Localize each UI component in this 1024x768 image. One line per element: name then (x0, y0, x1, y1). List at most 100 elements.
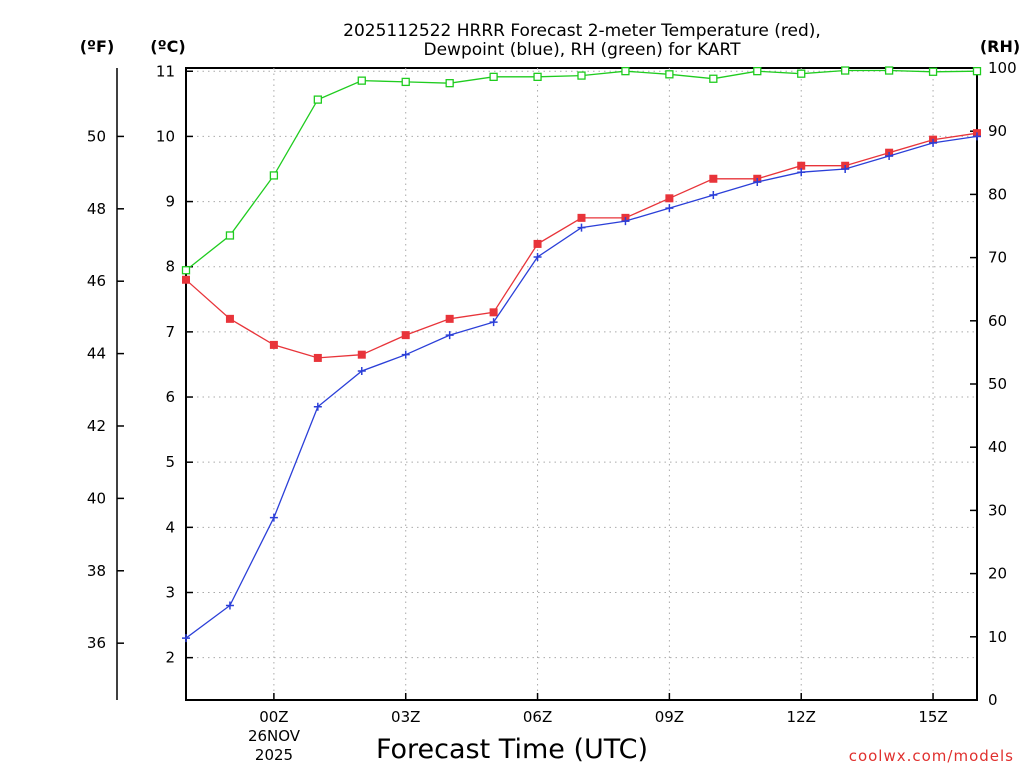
rh-tick-label-10: 10 (988, 628, 1007, 646)
dewpoint-series (182, 132, 981, 643)
temperature-point-3 (313, 353, 322, 362)
temperature-line (185, 132, 978, 359)
rh-tick-label-100: 100 (988, 59, 1017, 77)
rh-tick-label-90: 90 (988, 122, 1007, 140)
x-tick-label-15Z: 15Z (918, 708, 947, 726)
series-layer (181, 66, 982, 643)
rh-point-12 (709, 74, 718, 83)
rh-axis: 0 10 20 30 40 50 60 70 80 90 100 (970, 59, 1017, 709)
x-tick-label-12Z: 12Z (787, 708, 816, 726)
rh-point-14 (797, 69, 806, 78)
rh-point-4 (357, 76, 366, 85)
dewpoint-point-1 (225, 601, 234, 610)
rh-point-10 (621, 67, 630, 76)
rh-series (181, 66, 982, 275)
celsius-tick-label-10: 10 (156, 127, 175, 145)
x-axis-title: Forecast Time (UTC) (376, 734, 648, 765)
temperature-point-5 (401, 331, 410, 340)
x-axis: 00Z 03Z 06Z 09Z 12Z 15Z (259, 693, 948, 726)
x-date-line-2: 2025 (255, 746, 293, 764)
dewpoint-point-10 (621, 217, 630, 226)
celsius-tick-label-6: 6 (165, 388, 175, 406)
dewpoint-point-17 (929, 138, 938, 147)
x-date-line-1: 26NOV (248, 727, 301, 745)
dewpoint-point-12 (709, 191, 718, 200)
celsius-axis: 2 3 4 5 6 7 8 9 10 11 (156, 62, 193, 667)
rh-tick-label-80: 80 (988, 185, 1007, 203)
rh-point-6 (445, 79, 454, 88)
temperature-point-14 (797, 161, 806, 170)
fahrenheit-tick-label-36: 36 (87, 634, 106, 652)
fahrenheit-tick-label-46: 46 (87, 272, 106, 290)
rh-point-18 (972, 67, 982, 76)
dewpoint-point-13 (753, 178, 762, 187)
rh-unit-label: (RH) (980, 37, 1020, 56)
temperature-point-7 (489, 308, 498, 317)
rh-tick-label-70: 70 (988, 249, 1007, 267)
rh-point-13 (753, 67, 762, 76)
chart-title-line-2: Dewpoint (blue), RH (green) for KART (423, 40, 741, 60)
fahrenheit-tick-label-38: 38 (87, 562, 106, 580)
celsius-tick-label-5: 5 (165, 453, 175, 471)
rh-point-2 (269, 171, 279, 180)
rh-point-1 (225, 231, 235, 240)
celsius-tick-label-8: 8 (165, 258, 175, 276)
celsius-tick-label-2: 2 (165, 649, 175, 667)
dewpoint-point-11 (665, 204, 674, 213)
celsius-unit-label: (ºC) (150, 37, 185, 56)
fahrenheit-tick-label-48: 48 (87, 200, 106, 218)
x-tick-label-00Z: 00Z (259, 708, 288, 726)
celsius-tick-label-7: 7 (165, 323, 175, 341)
rh-point-5 (401, 77, 410, 87)
dewpoint-point-0 (182, 634, 190, 643)
temperature-point-9 (577, 213, 586, 222)
dewpoint-point-9 (577, 223, 586, 232)
celsius-tick-label-11: 11 (156, 62, 175, 80)
dewpoint-point-5 (401, 350, 410, 359)
dewpoint-point-14 (797, 168, 806, 177)
temperature-point-12 (709, 174, 718, 183)
rh-tick-label-50: 50 (988, 375, 1007, 393)
temperature-point-4 (357, 350, 366, 359)
rh-point-3 (313, 95, 322, 104)
rh-point-17 (928, 67, 938, 76)
dewpoint-point-8 (533, 252, 542, 261)
x-tick-label-06Z: 06Z (523, 708, 552, 726)
temperature-point-11 (665, 194, 674, 203)
celsius-tick-label-9: 9 (165, 193, 175, 211)
fahrenheit-axis: 36 38 40 42 44 46 48 50 (87, 127, 124, 652)
temperature-point-2 (269, 340, 278, 349)
dewpoint-point-4 (357, 366, 366, 375)
dewpoint-point-3 (313, 402, 322, 411)
rh-point-7 (489, 72, 498, 81)
rh-tick-label-60: 60 (988, 312, 1007, 330)
x-tick-label-09Z: 09Z (655, 708, 684, 726)
fahrenheit-tick-label-44: 44 (87, 345, 106, 363)
rh-tick-label-0: 0 (988, 691, 998, 709)
rh-point-8 (533, 72, 542, 81)
celsius-tick-label-4: 4 (165, 518, 175, 536)
rh-point-11 (665, 70, 674, 79)
fahrenheit-tick-label-40: 40 (87, 489, 106, 507)
rh-tick-label-20: 20 (988, 565, 1007, 583)
rh-point-0 (181, 266, 191, 275)
rh-point-9 (577, 71, 586, 80)
fahrenheit-tick-label-50: 50 (87, 127, 106, 145)
temperature-point-8 (533, 239, 542, 248)
temperature-point-6 (445, 314, 454, 323)
temperature-point-0 (182, 275, 190, 284)
rh-line (185, 69, 978, 271)
credit-link[interactable]: coolwx.com/models (849, 747, 1014, 765)
rh-point-16 (884, 66, 894, 75)
dewpoint-point-7 (489, 318, 498, 327)
chart-title-line-1: 2025112522 HRRR Forecast 2-meter Tempera… (343, 21, 821, 41)
celsius-tick-label-3: 3 (165, 583, 175, 601)
rh-point-15 (841, 66, 850, 75)
fahrenheit-unit-label: (ºF) (80, 37, 115, 56)
rh-tick-label-30: 30 (988, 501, 1007, 519)
dewpoint-point-6 (445, 331, 454, 340)
plot-frame (185, 67, 978, 701)
temperature-point-1 (225, 314, 234, 323)
x-tick-label-03Z: 03Z (391, 708, 420, 726)
